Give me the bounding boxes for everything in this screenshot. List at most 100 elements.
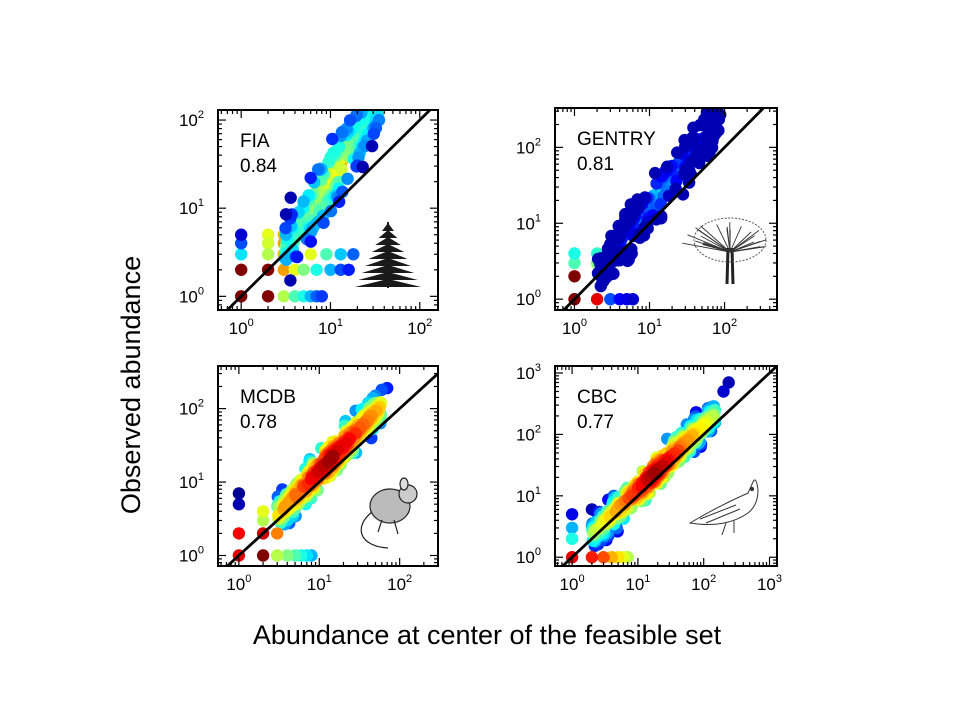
data-point <box>565 508 579 521</box>
data-point <box>369 97 381 109</box>
oak-tree-icon <box>682 217 767 285</box>
data-point <box>304 235 317 248</box>
one-to-one-line <box>225 110 432 310</box>
data-point <box>366 88 378 100</box>
data-point <box>324 204 338 218</box>
data-point <box>369 79 381 91</box>
data-point <box>683 164 696 178</box>
data-point <box>320 248 333 261</box>
x-tick-label: 101 <box>625 573 650 594</box>
data-point <box>261 228 275 241</box>
x-tick-label: 102 <box>691 573 716 594</box>
y-tick-label: 102 <box>179 398 204 419</box>
bird-icon <box>688 479 759 536</box>
y-tick-label: 100 <box>516 546 541 567</box>
data-point <box>621 209 634 223</box>
data-point <box>256 514 270 527</box>
data-point <box>297 195 310 208</box>
data-point <box>235 248 248 261</box>
data-point <box>367 92 379 104</box>
data-point <box>722 376 735 389</box>
data-point <box>565 521 579 535</box>
data-point <box>326 132 339 146</box>
one-to-one-line <box>560 366 777 566</box>
data-point <box>365 431 378 445</box>
data-point <box>315 290 328 303</box>
data-point <box>590 293 604 306</box>
one-to-one-line <box>561 108 766 310</box>
y-tick-label: 100 <box>179 285 204 306</box>
data-point <box>698 113 711 126</box>
data-point <box>717 385 730 398</box>
data-point <box>256 505 270 518</box>
data-point <box>277 263 290 276</box>
data-point <box>568 270 581 283</box>
y-tick-label: 103 <box>516 362 541 383</box>
plot-area <box>225 75 432 310</box>
plot-area <box>560 366 777 566</box>
data-point <box>364 96 376 108</box>
data-point <box>613 228 626 241</box>
plot-area <box>561 108 766 310</box>
data-point <box>334 248 347 261</box>
data-point <box>356 160 369 174</box>
x-tick-label: 102 <box>407 317 432 338</box>
data-point <box>597 551 610 564</box>
y-tick-label: 102 <box>179 109 204 130</box>
data-point <box>568 256 581 270</box>
data-point <box>366 92 378 104</box>
panel-mcdb: 100 101 102 100 101 102 MCDB 0.78 <box>179 365 439 594</box>
panel-fia: 100 101 102 100 101 102 FIA 0.84 <box>179 75 439 338</box>
axes-frame <box>554 107 778 311</box>
data-point <box>261 237 275 250</box>
data-point <box>707 123 721 137</box>
mouse-icon <box>360 477 418 549</box>
panel-cbc: 100 101 102 103 100 101 102 103 CBC 0.77 <box>516 362 782 594</box>
data-point <box>235 228 248 241</box>
data-point <box>279 221 292 235</box>
data-point <box>235 237 248 250</box>
data-point <box>281 549 294 562</box>
y-tick-label: 101 <box>179 197 204 218</box>
data-point <box>632 200 645 213</box>
data-point <box>341 172 354 185</box>
y-tick-label: 101 <box>179 471 204 492</box>
data-point <box>304 248 317 261</box>
data-point <box>367 82 379 94</box>
data-point <box>625 247 638 260</box>
y-tick-label: 101 <box>516 212 541 233</box>
data-point <box>324 263 337 276</box>
data-point <box>692 148 705 161</box>
data-point <box>232 527 246 540</box>
y-tick-label: 100 <box>516 288 541 309</box>
y-axis-title: Observed abundance <box>116 256 146 514</box>
data-point <box>277 290 290 303</box>
data-point <box>261 248 275 261</box>
x-axis-title: Abundance at center of the feasible set <box>253 620 722 650</box>
data-point <box>372 75 384 87</box>
data-point <box>304 171 317 185</box>
data-point <box>340 436 353 449</box>
panels: 100 101 102 100 101 102 FIA 0.84 100 101 102 100 101… <box>179 75 782 594</box>
data-point <box>284 191 297 204</box>
panel-label: CBC <box>577 387 617 408</box>
y-tick-label: 102 <box>516 423 541 444</box>
panel-value: 0.77 <box>577 412 614 433</box>
data-point <box>288 290 302 303</box>
data-point <box>687 133 700 147</box>
x-tick-label: 102 <box>387 573 412 594</box>
x-tick-label: 101 <box>637 317 662 338</box>
data-point <box>671 146 684 159</box>
data-point <box>591 267 605 280</box>
plot-area <box>225 371 438 566</box>
data-point <box>368 85 380 97</box>
pine-tree-icon <box>354 222 422 288</box>
data-point <box>585 551 599 564</box>
data-point <box>709 108 722 114</box>
x-tick-label: 100 <box>562 317 587 338</box>
panel-value: 0.84 <box>240 156 277 177</box>
data-point <box>271 527 284 540</box>
data-point <box>310 263 323 276</box>
y-tick-label: 101 <box>516 485 541 506</box>
